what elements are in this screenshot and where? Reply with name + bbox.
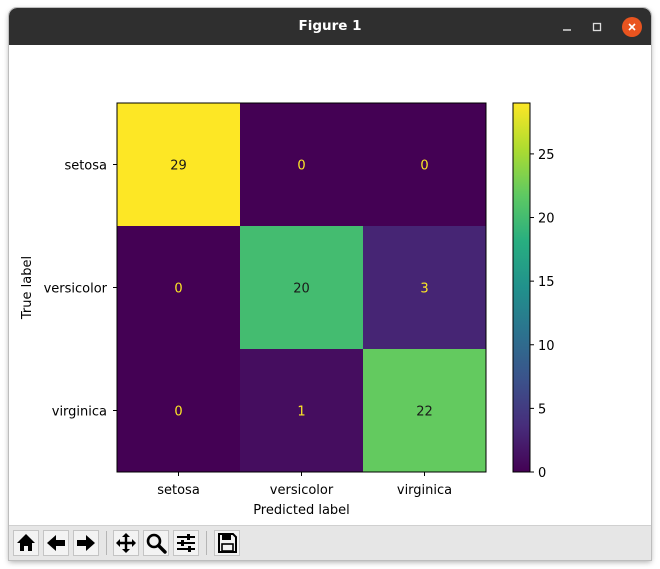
- colorbar: 0 5 10 15 20 25: [512, 102, 555, 481]
- figure-canvas[interactable]: 29 0 0 0 20 3 0 1 22 setosa versicolor virginica se…: [9, 45, 651, 525]
- window-title: Figure 1: [298, 18, 362, 34]
- x-tick-label: setosa: [157, 483, 200, 498]
- heatmap-cell: [240, 226, 363, 349]
- x-tick-label: versicolor: [270, 483, 334, 498]
- x-axis-label: Predicted label: [253, 503, 350, 518]
- heatmap-cell: [363, 226, 486, 349]
- y-tick-label: setosa: [64, 159, 107, 174]
- magnifier-icon: [146, 533, 167, 554]
- arrow-right-icon: [77, 535, 95, 551]
- heatmap-cell: [117, 349, 240, 472]
- floppy-disk-icon: [218, 533, 237, 553]
- colorbar-gradient: [513, 103, 530, 472]
- figure-window: Figure 1: [9, 8, 651, 560]
- navigation-toolbar: [9, 525, 651, 560]
- cell-value-label: 0: [420, 159, 428, 174]
- x-tick-label: virginica: [397, 483, 452, 498]
- title-bar[interactable]: Figure 1: [9, 8, 651, 45]
- cell-value-label: 3: [420, 282, 428, 297]
- cell-value-label: 22: [416, 405, 433, 420]
- colorbar-frame: [512, 102, 531, 473]
- heatmap-cell: [240, 103, 363, 226]
- colorbar-tick-label: 5: [538, 402, 546, 417]
- cell-value-label: 0: [174, 405, 182, 420]
- y-tick-label: virginica: [52, 405, 107, 420]
- toolbar-separator: [106, 531, 107, 555]
- zoom-button[interactable]: [143, 530, 169, 556]
- colorbar-tick-label: 20: [538, 212, 555, 227]
- cell-value-label: 0: [174, 282, 182, 297]
- configure-subplots-button[interactable]: [173, 530, 199, 556]
- y-axis-label: True label: [20, 256, 35, 320]
- maximize-icon: [592, 22, 602, 32]
- arrow-left-icon: [47, 535, 65, 551]
- cell-value-label: 20: [293, 282, 310, 297]
- forward-button[interactable]: [73, 530, 99, 556]
- confusion-matrix-chart: 29 0 0 0 20 3 0 1 22 setosa versicolor virginica se…: [20, 102, 555, 518]
- home-button[interactable]: [13, 530, 39, 556]
- cell-value-label: 1: [297, 405, 305, 420]
- minimize-button[interactable]: [557, 17, 577, 37]
- heatmap-cell: [117, 226, 240, 349]
- minimize-icon: [563, 29, 571, 31]
- move-icon: [116, 533, 136, 553]
- colorbar-tick-label: 10: [538, 339, 555, 354]
- heatmap-cell: [117, 103, 240, 226]
- home-icon: [17, 534, 35, 551]
- pan-button[interactable]: [113, 530, 139, 556]
- maximize-button[interactable]: [587, 17, 607, 37]
- heatmap-cell: [363, 349, 486, 472]
- colorbar-tick-label: 15: [538, 275, 555, 290]
- save-button[interactable]: [214, 530, 240, 556]
- back-button[interactable]: [43, 530, 69, 556]
- heatmap-cell: [363, 103, 486, 226]
- colorbar-tick-label: 0: [538, 466, 546, 481]
- cell-value-label: 29: [170, 159, 187, 174]
- close-icon: [628, 23, 636, 31]
- close-button[interactable]: [622, 17, 642, 37]
- colorbar-tick-label: 25: [538, 148, 555, 163]
- toolbar-separator: [206, 531, 207, 555]
- y-tick-label: versicolor: [44, 282, 108, 297]
- cell-value-label: 0: [297, 159, 305, 174]
- sliders-icon: [177, 534, 195, 552]
- heatmap-cell: [240, 349, 363, 472]
